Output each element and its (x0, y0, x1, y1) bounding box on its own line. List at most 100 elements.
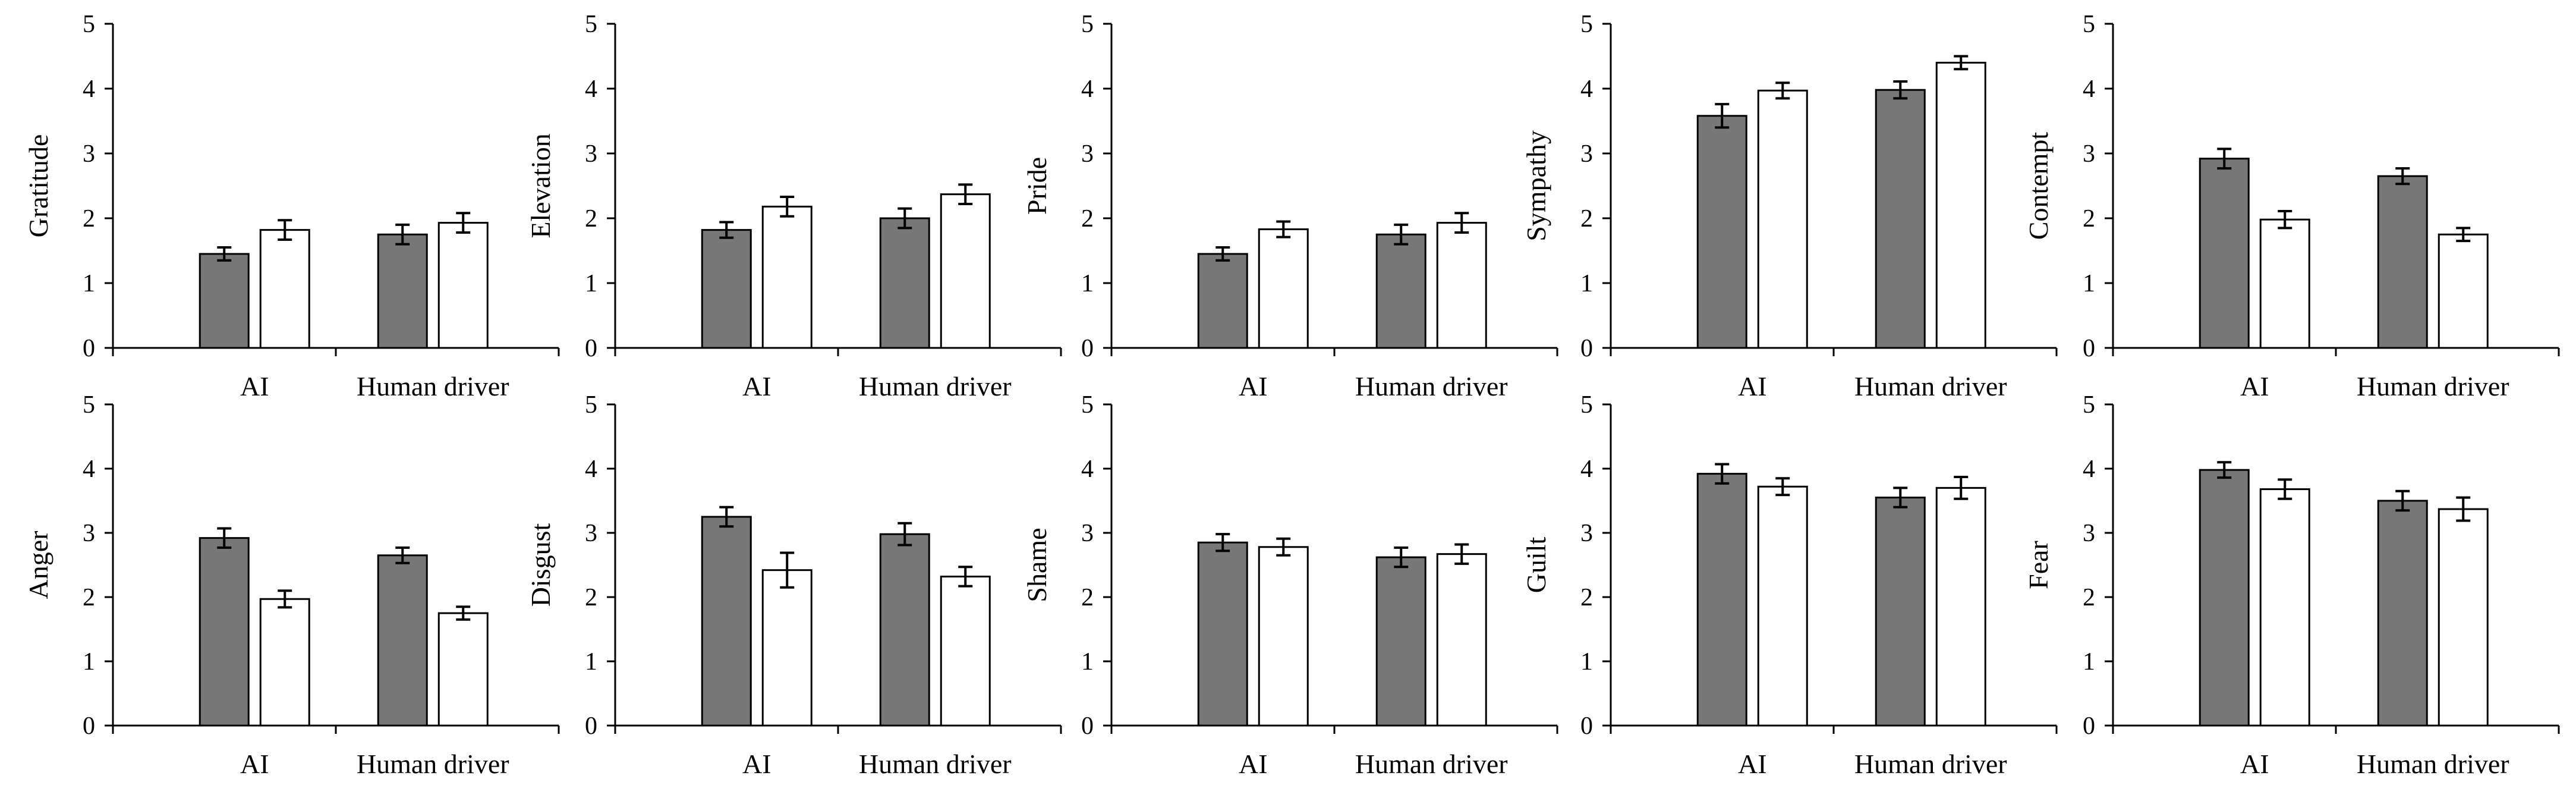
x-category-label: AI (240, 749, 269, 779)
bar-series2 (940, 193, 991, 349)
bar-series2 (2438, 508, 2489, 727)
bar-series2 (761, 205, 813, 349)
bar-series1 (1875, 497, 1926, 727)
bar-series2 (2438, 233, 2489, 349)
y-axis-label: Contempt (2023, 132, 2054, 240)
bar-series1 (1375, 556, 1426, 727)
bar-series2 (1258, 546, 1309, 727)
bar-series1 (1375, 233, 1426, 349)
y-tick-label: 1 (1081, 270, 1094, 297)
y-tick-label: 2 (1081, 205, 1094, 233)
bar-series2 (1258, 228, 1309, 349)
y-tick-label: 4 (585, 76, 597, 103)
y-tick-label: 0 (1081, 712, 1094, 740)
chart-panel-gratitude: 0 1 2 3 4 5 AI Human driver Gratitude (23, 11, 560, 401)
y-tick-label: 2 (1081, 584, 1094, 611)
y-axis-label: Anger (23, 531, 53, 599)
y-tick-label: 1 (2083, 648, 2095, 676)
y-tick-label: 4 (2083, 76, 2095, 103)
y-tick-label: 3 (1081, 140, 1094, 168)
bar-series1 (879, 533, 930, 727)
y-axis-label: Fear (2023, 541, 2054, 589)
y-tick-label: 3 (1580, 520, 1593, 547)
bar-series1 (2377, 500, 2428, 727)
y-tick-label: 2 (83, 205, 95, 233)
bar-series1 (1696, 115, 1747, 349)
bar-series1 (701, 516, 752, 727)
bar-series1 (2199, 158, 2250, 349)
x-category-label: Human driver (357, 371, 509, 401)
y-tick-label: 5 (83, 391, 95, 419)
bar-series1 (701, 229, 752, 349)
bar-series1 (879, 217, 930, 349)
y-tick-label: 0 (1081, 335, 1094, 362)
chart-panel-fear: 0 1 2 3 4 5 AI Human driver Fear (2023, 391, 2560, 779)
y-tick-label: 1 (83, 270, 95, 297)
bar-series1 (2199, 469, 2250, 727)
x-category-label: AI (742, 749, 771, 779)
chart-panel-contempt: 0 1 2 3 4 5 AI Human driver Contempt (2023, 11, 2560, 401)
y-tick-label: 2 (585, 584, 597, 611)
y-tick-label: 5 (1081, 391, 1094, 419)
chart-panel-sympathy: 0 1 2 3 4 5 AI Human driver Sympathy (1521, 11, 2058, 401)
y-tick-label: 5 (1580, 391, 1593, 419)
x-category-label: Human driver (1355, 749, 1508, 779)
bar-series2 (940, 575, 991, 727)
x-category-label: AI (1239, 371, 1268, 401)
bar-series2 (1757, 89, 1808, 349)
y-tick-label: 1 (585, 648, 597, 676)
bar-series1 (199, 537, 250, 727)
y-tick-label: 3 (1580, 140, 1593, 168)
y-tick-label: 4 (585, 456, 597, 483)
y-tick-label: 4 (83, 456, 95, 483)
x-category-label: AI (1738, 749, 1767, 779)
bar-series2 (259, 229, 310, 349)
y-tick-label: 5 (585, 391, 597, 419)
y-tick-label: 4 (1081, 456, 1094, 483)
bar-series1 (2377, 175, 2428, 349)
y-tick-label: 3 (585, 520, 597, 547)
chart-panel-elevation: 0 1 2 3 4 5 AI Human driver Elevation (525, 11, 1062, 401)
y-tick-label: 3 (2083, 140, 2095, 168)
x-category-label: Human driver (1355, 371, 1508, 401)
bar-series1 (1696, 473, 1747, 727)
bar-series2 (1436, 553, 1487, 727)
bar-series1 (1197, 253, 1248, 349)
y-tick-label: 0 (585, 712, 597, 740)
bar-series2 (259, 598, 310, 727)
x-category-label: Human driver (1854, 749, 2007, 779)
y-tick-label: 2 (585, 205, 597, 233)
y-tick-label: 5 (2083, 391, 2095, 419)
y-axis-label: Sympathy (1521, 130, 1551, 241)
y-tick-label: 4 (1081, 76, 1094, 103)
y-tick-label: 4 (83, 76, 95, 103)
y-tick-label: 0 (585, 335, 597, 362)
y-axis-label: Pride (1022, 157, 1052, 215)
y-tick-label: 5 (585, 11, 597, 38)
y-tick-label: 4 (1580, 456, 1593, 483)
y-tick-label: 5 (83, 11, 95, 38)
chart-panel-pride: 0 1 2 3 4 5 AI Human driver Pride (1022, 11, 1558, 401)
y-tick-label: 0 (83, 335, 95, 362)
bar-series1 (1197, 541, 1248, 727)
y-tick-label: 3 (83, 140, 95, 168)
bar-series2 (1935, 61, 1986, 349)
y-tick-label: 1 (1580, 648, 1593, 676)
y-tick-label: 5 (1081, 11, 1094, 38)
y-tick-label: 2 (83, 584, 95, 611)
chart-panel-anger: 0 1 2 3 4 5 AI Human driver Anger (23, 391, 560, 779)
y-tick-label: 0 (2083, 335, 2095, 362)
y-axis-label: Elevation (525, 133, 556, 238)
y-tick-label: 3 (1081, 520, 1094, 547)
y-axis-label: Guilt (1521, 537, 1551, 594)
y-tick-label: 1 (83, 648, 95, 676)
x-category-label: AI (240, 371, 269, 401)
y-axis-label: Gratitude (23, 134, 53, 238)
y-tick-label: 0 (1580, 335, 1593, 362)
y-tick-label: 3 (585, 140, 597, 168)
bar-series2 (1757, 485, 1808, 727)
chart-panel-guilt: 0 1 2 3 4 5 AI Human driver Guilt (1521, 391, 2058, 779)
y-tick-label: 2 (1580, 584, 1593, 611)
y-tick-label: 0 (1580, 712, 1593, 740)
